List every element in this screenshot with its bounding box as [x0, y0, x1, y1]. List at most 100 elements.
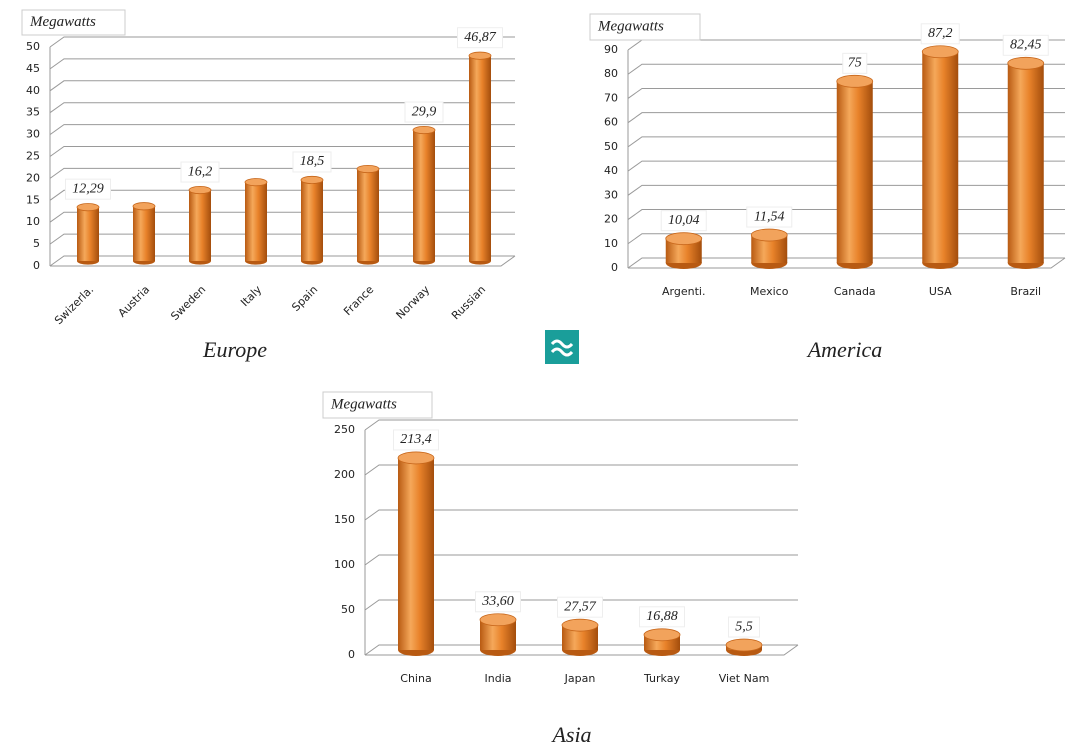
- bar-top: [561, 618, 599, 632]
- floor: [50, 255, 516, 267]
- grid-line: [49, 211, 515, 223]
- y-tick-label: 40: [604, 164, 618, 177]
- x-tick-label: Austria: [116, 283, 153, 320]
- y-tick-label: 30: [26, 128, 40, 141]
- bar: [469, 55, 491, 262]
- bar-top: [479, 613, 517, 627]
- value-label-box: [920, 23, 960, 45]
- y-tick-label: 35: [26, 106, 40, 119]
- chart-title: Asia: [550, 722, 591, 747]
- x-tick-label: Canada: [834, 285, 876, 298]
- y-tick-label: 60: [604, 116, 618, 129]
- grid-line: [49, 189, 515, 201]
- bar-top: [836, 74, 874, 88]
- value-label: 10,04: [668, 213, 700, 228]
- value-label: 11,54: [754, 209, 784, 224]
- value-label: 27,57: [564, 599, 597, 614]
- grid-line: [49, 58, 515, 70]
- bar-top: [725, 638, 763, 652]
- y-axis-label: Megawatts: [29, 14, 96, 30]
- y-tick-label: 0: [348, 648, 355, 661]
- grid-line: [364, 464, 798, 476]
- value-label: 12,29: [72, 181, 104, 196]
- value-label: 87,2: [928, 26, 953, 41]
- x-tick-label: Turkay: [643, 672, 680, 685]
- y-label-box: [589, 13, 701, 41]
- grid-line: [49, 36, 515, 48]
- value-label-box: [292, 151, 332, 173]
- bar: [133, 206, 155, 261]
- value-label-box: [746, 206, 793, 228]
- value-label: 5,5: [735, 619, 753, 634]
- bar-top: [750, 228, 788, 242]
- y-tick-label: 250: [334, 423, 355, 436]
- bar-top: [412, 125, 436, 135]
- y-tick-label: 0: [611, 261, 618, 274]
- value-label-box: [639, 606, 685, 628]
- grid-line: [49, 167, 515, 179]
- value-label: 16,2: [188, 164, 213, 179]
- value-label-box: [180, 161, 220, 183]
- x-tick-label: India: [485, 672, 512, 685]
- value-label-box: [1002, 34, 1049, 56]
- icon: [545, 330, 579, 364]
- x-tick-label: France: [341, 283, 376, 318]
- y-tick-label: 40: [26, 84, 40, 97]
- grid-line: [49, 255, 515, 267]
- y-tick-label: 30: [604, 188, 618, 201]
- x-tick-label: Russian: [449, 283, 488, 322]
- value-label-box: [475, 591, 521, 613]
- bar: [245, 182, 267, 261]
- chart-title: Europe: [202, 337, 267, 362]
- value-label: 29,9: [412, 104, 437, 119]
- y-label-box: [21, 9, 126, 36]
- grid-line: [364, 599, 798, 611]
- x-tick-label: Brazil: [1010, 285, 1041, 298]
- bar: [398, 457, 434, 650]
- y-tick-label: 50: [604, 140, 618, 153]
- y-tick-label: 50: [26, 40, 40, 53]
- grid-line: [49, 124, 515, 136]
- x-tick-label: USA: [929, 285, 952, 298]
- value-label: 75: [848, 56, 862, 71]
- bar-top: [132, 202, 156, 211]
- x-tick-label: China: [400, 672, 431, 685]
- x-tick-label: Japan: [564, 672, 596, 685]
- bar-top: [300, 175, 324, 185]
- bar-chart: 0 50 100 150 200 250 Megawatts Asia 213,4 China 33…: [322, 391, 799, 747]
- y-tick-label: 20: [604, 213, 618, 226]
- y-tick-label: 20: [26, 171, 40, 184]
- bar-top: [665, 232, 703, 246]
- value-label: 18,5: [300, 154, 325, 169]
- y-tick-label: 150: [334, 513, 355, 526]
- grid-line: [364, 419, 798, 431]
- x-tick-label: Norway: [394, 283, 433, 322]
- x-tick-label: Mexico: [750, 285, 789, 298]
- bar: [77, 207, 99, 261]
- value-label-box: [557, 596, 603, 618]
- value-label-box: [65, 178, 111, 200]
- y-tick-label: 200: [334, 468, 355, 481]
- value-label-box: [660, 210, 707, 232]
- value-label: 213,4: [400, 432, 432, 447]
- y-tick-label: 70: [604, 91, 618, 104]
- x-tick-label: Swizerla.: [52, 283, 96, 327]
- bar: [1007, 63, 1044, 263]
- y-axis-label: Megawatts: [597, 18, 664, 34]
- bar-chart: 0 5 10 15 20 25 30 35 40 45 50 Megawatts Europe 12,29…: [21, 9, 516, 362]
- bar-top: [397, 451, 435, 465]
- bar: [922, 51, 959, 263]
- chart-title: America: [806, 337, 883, 362]
- bar-top: [643, 628, 681, 642]
- bar-chart: 0 10 20 30 40 50 60 70 80 90 Megawatts America 10,04…: [589, 13, 1066, 362]
- value-label: 33,60: [481, 594, 514, 609]
- value-label: 82,45: [1010, 38, 1042, 53]
- y-tick-label: 45: [26, 62, 40, 75]
- y-tick-label: 90: [604, 43, 618, 56]
- bar-top: [356, 164, 380, 174]
- x-tick-label: Italy: [238, 283, 264, 309]
- y-label-box: [322, 391, 433, 419]
- bar: [836, 81, 873, 263]
- bar-top: [1007, 56, 1045, 70]
